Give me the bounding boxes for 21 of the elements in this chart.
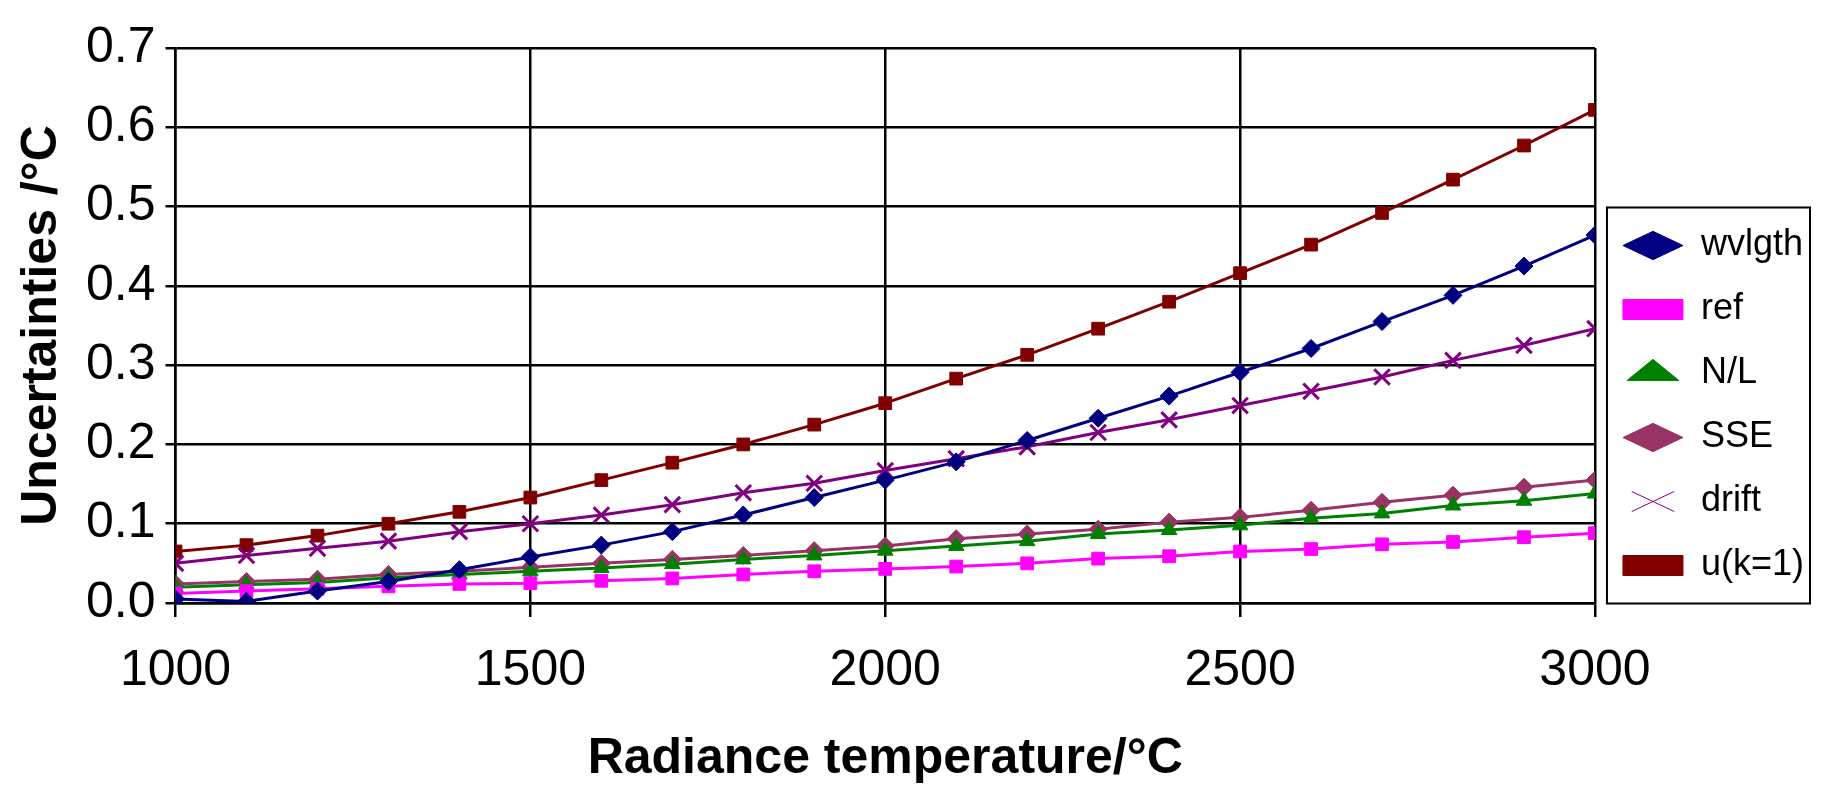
y-axis-title: Uncertainties /°C: [10, 125, 67, 526]
x-tick-label: 1000: [119, 639, 232, 696]
y-tick-label: 0.4: [85, 254, 156, 311]
x-tick-label: 1500: [474, 639, 586, 696]
y-tick-label: 0.5: [85, 175, 156, 232]
y-tick-label: 0.6: [85, 96, 156, 153]
x-tick-label: 3000: [1539, 639, 1651, 696]
y-tick-label: 0.1: [85, 492, 156, 549]
y-tick-label: 0.3: [85, 333, 156, 390]
x-tick-label: 2500: [1184, 639, 1296, 696]
y-tick-label: 0.7: [85, 16, 156, 73]
x-tick-label: 2000: [829, 639, 941, 696]
legend-label: drift: [1700, 478, 1761, 520]
x-axis-title: Radiance temperature/°C: [587, 727, 1183, 784]
y-tick-label: 0.0: [85, 571, 156, 628]
legend-label: SSE: [1700, 414, 1773, 456]
legend-label: u(k=1): [1700, 542, 1804, 584]
legend-label: ref: [1700, 286, 1744, 328]
legend-label: wvlgth: [1699, 222, 1803, 264]
y-tick-label: 0.2: [85, 413, 156, 470]
legend-label: N/L: [1700, 350, 1757, 392]
